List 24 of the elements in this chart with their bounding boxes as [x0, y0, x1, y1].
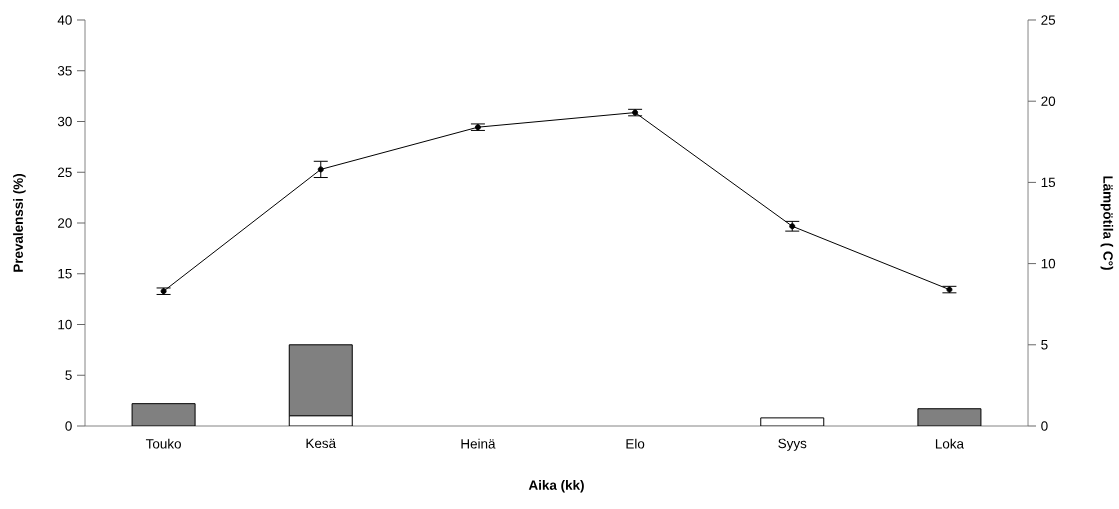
y-tick-label: 40	[57, 15, 72, 25]
x-tick-label: Touko	[145, 438, 181, 449]
y-tick-label: 10	[58, 319, 72, 330]
x-axis-title: Aika (kk)	[528, 480, 584, 493]
y2-axis-title: Lämpötila ( C°)	[1100, 176, 1114, 270]
x-tick-label: Kesä	[306, 438, 337, 449]
x-tick-label: Loka	[935, 438, 965, 449]
x-tick-label: Elo	[626, 438, 645, 449]
y-tick-label: 20	[58, 218, 72, 228]
y2-tick-label: 10	[1041, 258, 1056, 269]
x-tick-label: Syys	[778, 438, 807, 451]
y-axis-title: Prevalenssi (%)	[13, 173, 26, 272]
y-tick-label: 30	[57, 116, 72, 127]
y2-tick-label: 5	[1041, 340, 1048, 350]
y2-tick-label: 20	[1041, 96, 1056, 106]
y-tick-label: 5	[65, 370, 72, 380]
y-tick-label: 35	[57, 65, 72, 76]
y2-tick-label: 0	[1041, 421, 1048, 431]
y-tick-label: 25	[58, 167, 72, 177]
x-tick-label: Heinä	[461, 438, 496, 449]
y-tick-label: 0	[65, 421, 72, 431]
y-tick-label: 15	[58, 269, 72, 279]
y2-tick-label: 15	[1041, 177, 1056, 188]
y2-tick-label: 25	[1041, 15, 1056, 25]
